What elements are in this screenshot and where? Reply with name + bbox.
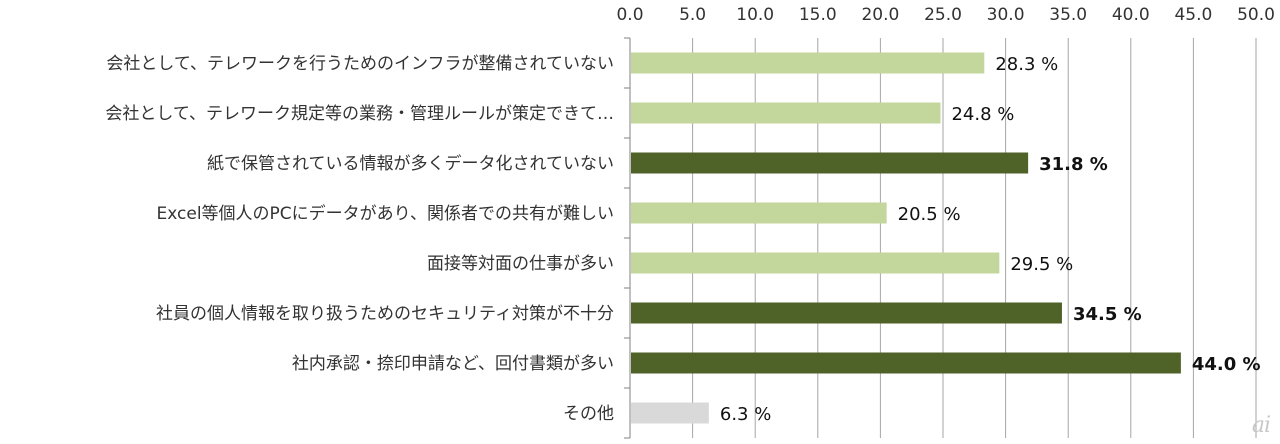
category-label: 会社として、テレワークを行うためのインフラが整備されていない (106, 54, 614, 74)
data-label: 29.5 % (1010, 254, 1073, 275)
x-tick-label: 15.0 (799, 5, 837, 25)
x-tick-label: 20.0 (861, 5, 899, 25)
x-tick-label: 25.0 (924, 5, 962, 25)
bar (631, 102, 941, 124)
bar (631, 202, 887, 224)
category-label: 社内承認・捺印申請など、回付書類が多い (292, 354, 614, 374)
x-tick-label: 10.0 (736, 5, 774, 25)
data-label: 28.3 % (995, 54, 1058, 75)
x-tick-label: 50.0 (1237, 5, 1275, 25)
category-label: 会社として、テレワーク規定等の業務・管理ルールが策定できて… (105, 104, 614, 124)
bar (631, 352, 1181, 374)
x-tick-label: 40.0 (1112, 5, 1150, 25)
data-label: 24.8 % (951, 104, 1014, 125)
bar (631, 302, 1062, 324)
data-label: 6.3 % (720, 404, 771, 425)
category-label: 面接等対面の仕事が多い (427, 254, 614, 274)
x-tick-label: 0.0 (616, 5, 643, 25)
data-label: 31.8 % (1039, 154, 1108, 175)
bar (631, 52, 985, 74)
watermark-logo: ai (1251, 413, 1271, 438)
bar (631, 252, 1000, 274)
bar (631, 402, 709, 424)
category-label: 紙で保管されている情報が多くデータ化されていない (207, 153, 614, 174)
x-tick-label: 35.0 (1049, 5, 1087, 25)
x-tick-label: 30.0 (987, 5, 1025, 25)
data-label: 44.0 % (1192, 354, 1261, 375)
category-label: 社員の個人情報を取り扱うためのセキュリティ対策が不十分 (156, 304, 614, 324)
bar (631, 152, 1029, 174)
x-tick-label: 45.0 (1174, 5, 1212, 25)
category-label: その他 (563, 404, 614, 424)
x-tick-label: 5.0 (679, 5, 706, 25)
data-label: 34.5 % (1073, 304, 1142, 325)
category-label: Excel等個人のPCにデータがあり、関係者での共有が難しい (157, 203, 614, 224)
data-label: 20.5 % (898, 204, 961, 225)
